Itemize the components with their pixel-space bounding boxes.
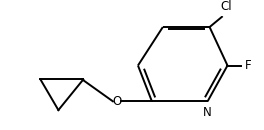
Text: N: N xyxy=(203,106,212,119)
Text: Cl: Cl xyxy=(220,0,232,13)
Text: O: O xyxy=(112,95,122,108)
Text: F: F xyxy=(244,59,251,72)
